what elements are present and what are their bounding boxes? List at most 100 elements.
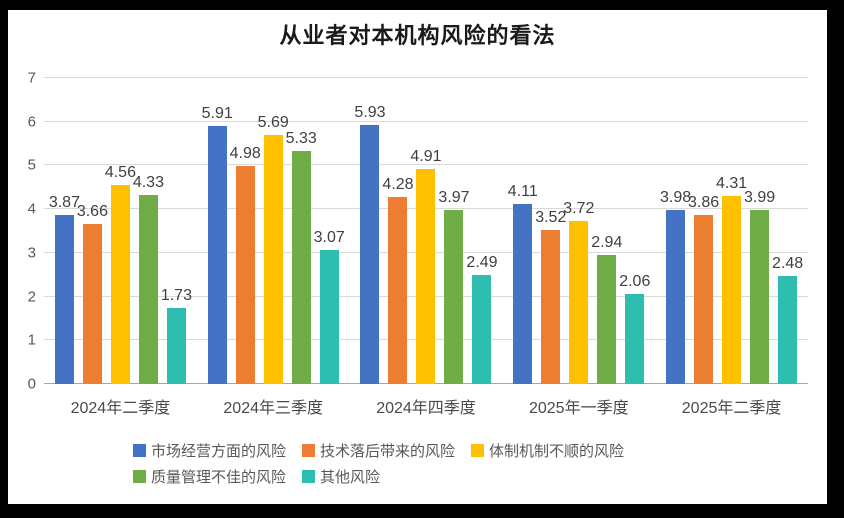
gridline (44, 120, 808, 122)
bar (388, 196, 408, 384)
y-axis-tick-label: 1 (27, 331, 36, 349)
bar-value-label: 3.87 (48, 193, 80, 211)
legend-row: 质量管理不佳的风险 其他风险 (133, 466, 624, 487)
legend-item: 体制机制不顺的风险 (471, 440, 624, 461)
bar-value-label: 3.52 (535, 209, 567, 227)
bar-slot: 4.98 (230, 78, 261, 384)
bar (666, 210, 686, 384)
y-axis: 0 1 2 3 4 5 6 7 (8, 71, 38, 392)
bar-slot: 3.97 (438, 78, 470, 384)
legend-label: 体制机制不顺的风险 (489, 443, 625, 460)
bar-slot: 2.94 (591, 78, 622, 384)
legend-row: 市场经营方面的风险 技术落后带来的风险 体制机制不顺的风险 (133, 440, 624, 461)
y-axis-tick-label: 3 (27, 244, 36, 262)
bar-value-label: 4.11 (507, 183, 538, 201)
chart-canvas: 从业者对本机构风险的看法 0 1 2 3 4 5 6 7 3.87 3.66 4.56 4.33 1.… (8, 10, 827, 504)
bar-groups: 3.87 3.66 4.56 4.33 1.73 5.91 4.98 5.69 5.33 3.07… (44, 78, 808, 384)
chart-title: 从业者对本机构风险的看法 (279, 23, 556, 48)
bar (291, 151, 311, 384)
bar-slot: 5.69 (258, 78, 289, 384)
y-axis-tick-label: 6 (27, 113, 36, 131)
legend-item: 市场经营方面的风险 (133, 440, 286, 461)
y-axis-tick-label: 7 (27, 69, 36, 87)
bar (319, 249, 339, 384)
legend-item: 质量管理不佳的风险 (133, 466, 286, 487)
bar-value-label: 1.73 (160, 287, 192, 305)
bar-slot: 4.28 (382, 78, 414, 384)
legend-item: 技术落后带来的风险 (302, 440, 455, 461)
bar-value-label: 3.66 (76, 203, 108, 221)
bar-slot: 3.07 (314, 78, 345, 384)
y-axis-tick-label: 4 (27, 200, 36, 218)
bar-value-label: 3.98 (660, 189, 692, 207)
bar-value-label: 2.94 (591, 234, 623, 252)
legend-label: 市场经营方面的风险 (151, 443, 287, 460)
bar-value-label: 3.86 (688, 194, 720, 212)
legend-swatch (133, 444, 146, 457)
bar-value-label: 5.91 (201, 104, 233, 122)
bar (722, 195, 742, 384)
legend-label: 技术落后带来的风险 (320, 443, 456, 460)
legend-swatch (302, 470, 316, 483)
bar-slot: 3.99 (744, 78, 775, 384)
bar (235, 166, 255, 384)
bar-value-label: 4.91 (410, 148, 442, 166)
bar (416, 169, 436, 384)
bar-slot: 3.52 (535, 78, 566, 384)
bar-slot: 3.86 (688, 78, 719, 384)
bar (110, 184, 130, 384)
x-axis-category-label: 2025年二季度 (681, 400, 782, 417)
bar-value-label: 5.33 (285, 130, 317, 148)
bar-value-label: 5.69 (257, 114, 289, 132)
bar-value-label: 3.97 (438, 189, 470, 207)
bar-value-label: 5.93 (354, 103, 386, 121)
bar-group: 5.93 4.28 4.91 3.97 2.49 (350, 78, 503, 384)
bar (54, 214, 74, 384)
x-axis-category-label: 2024年二季度 (70, 400, 171, 417)
bar (541, 230, 561, 384)
bar (569, 221, 589, 384)
bar-group: 3.87 3.66 4.56 4.33 1.73 (44, 78, 197, 384)
bar-slot: 3.72 (563, 78, 594, 384)
bar-slot: 2.48 (772, 78, 803, 384)
bar-slot: 5.33 (286, 78, 317, 384)
bar-slot: 3.87 (49, 78, 80, 384)
y-axis-tick-label: 5 (27, 156, 36, 174)
legend-swatch (302, 444, 316, 457)
bar (82, 224, 102, 384)
bar (166, 308, 186, 384)
bar-value-label: 2.48 (772, 254, 804, 272)
bar-value-label: 3.99 (744, 188, 776, 206)
gridline (44, 77, 808, 78)
bar-slot: 2.49 (466, 78, 498, 384)
bar-value-label: 4.56 (104, 163, 136, 181)
bar-value-label: 4.31 (716, 174, 748, 192)
x-axis-labels: 2024年二季度 2024年三季度 2024年四季度 2025年一季度 2025年二季度 (44, 394, 808, 418)
bar (694, 215, 714, 384)
bar (444, 210, 464, 384)
plot-area: 3.87 3.66 4.56 4.33 1.73 5.91 4.98 5.69 5.33 3.07… (44, 77, 808, 384)
bar-value-label: 4.33 (132, 173, 164, 191)
y-axis-tick-label: 2 (27, 288, 36, 306)
bar-slot: 4.31 (716, 78, 747, 384)
legend-label: 其他风险 (320, 469, 381, 486)
x-axis-category-label: 2024年三季度 (223, 400, 323, 417)
bar (750, 209, 770, 384)
legend-swatch (471, 444, 485, 457)
x-axis-category-label: 2025年一季度 (528, 400, 629, 417)
bar-slot: 5.91 (202, 78, 233, 384)
bar (513, 204, 533, 384)
bar-value-label: 4.28 (382, 175, 414, 193)
legend-swatch (133, 470, 146, 483)
bar (597, 255, 617, 384)
bar-group: 4.11 3.52 3.72 2.94 2.06 (502, 78, 655, 384)
bar (778, 275, 798, 384)
bar (472, 275, 492, 384)
bar-slot: 4.91 (410, 78, 442, 384)
bar-slot: 2.06 (619, 78, 650, 384)
gridline (44, 164, 808, 166)
bar-slot: 1.73 (161, 78, 192, 384)
bar-value-label: 2.06 (619, 272, 651, 290)
bar-group: 3.98 3.86 4.31 3.99 2.48 (655, 78, 808, 384)
